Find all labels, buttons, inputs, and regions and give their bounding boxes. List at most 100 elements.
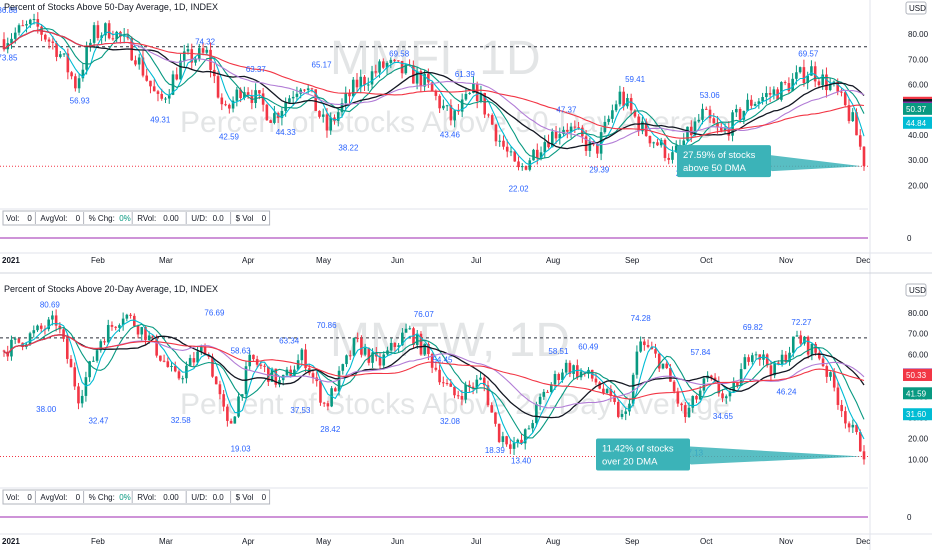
price-axis-tick: 20.00 (908, 181, 929, 190)
candle-body (505, 436, 508, 445)
candle-body (81, 69, 85, 79)
watermark-symbol: MMFI, 1D (330, 32, 541, 85)
extreme-value-label: 57.84 (690, 348, 711, 357)
callout-box (596, 438, 690, 471)
candle-body (562, 129, 565, 135)
candle-body (70, 72, 73, 77)
volume-key: RVol: (137, 214, 156, 223)
candle-body (855, 424, 858, 433)
candle-body (569, 126, 573, 132)
candle-body (129, 314, 132, 316)
candle-body (858, 432, 862, 452)
candle-body (851, 112, 855, 122)
candle-body (295, 93, 299, 97)
candle-body (192, 358, 196, 363)
candle-body (629, 98, 633, 111)
candle-body (557, 374, 561, 381)
candle-body (329, 117, 333, 131)
candle-body (483, 93, 486, 115)
candle-body (211, 356, 214, 377)
candle-body (802, 67, 806, 84)
candle-body (371, 352, 374, 363)
candle-body (810, 66, 813, 76)
candle-body (622, 91, 625, 107)
candle-body (847, 423, 851, 428)
time-axis-tick: Oct (700, 537, 713, 546)
candle-body (133, 315, 136, 326)
candle-body (659, 139, 663, 146)
candle-body (656, 142, 659, 146)
volume-value: 0.00 (163, 493, 179, 502)
extreme-value-label: 74.28 (631, 314, 652, 323)
candle-body (216, 76, 220, 98)
candle-body (716, 123, 719, 128)
candle-body (727, 127, 731, 136)
candle-body (134, 60, 137, 65)
candle-body (274, 368, 278, 385)
candle-body (442, 105, 445, 109)
candle-body (118, 325, 121, 328)
candle-body (205, 49, 209, 53)
candle-body (445, 382, 449, 384)
candle-body (509, 151, 513, 153)
candle-body (404, 328, 408, 333)
extreme-value-label: 37.53 (290, 406, 311, 415)
candle-body (821, 74, 824, 86)
candle-body (363, 347, 367, 355)
candle-body (646, 345, 650, 347)
candle-body (599, 132, 603, 154)
candle-body (237, 396, 240, 417)
candle-body (641, 121, 644, 132)
candle-body (326, 403, 330, 407)
candle-body (2, 350, 6, 352)
candle-body (10, 38, 13, 44)
time-axis-tick: Sep (625, 256, 640, 265)
candle-body (554, 131, 558, 139)
volume-value: 0.00 (163, 214, 179, 223)
candle-body (248, 354, 252, 367)
candle-body (618, 91, 622, 105)
candle-body (80, 395, 84, 404)
candle-body (374, 71, 378, 73)
extreme-value-label: 44.33 (276, 128, 297, 137)
candle-body (566, 129, 569, 132)
candle-body (304, 349, 307, 369)
candle-body (367, 347, 371, 363)
candle-body (228, 104, 231, 109)
extreme-value-label: 76.07 (414, 310, 435, 319)
candle-body (341, 364, 345, 371)
extreme-value-label: 13.40 (511, 456, 532, 465)
candle-body (393, 59, 396, 61)
candle-body (843, 92, 847, 106)
volume-value: 0 (262, 493, 267, 502)
candle-body (743, 357, 747, 370)
time-axis-tick: May (316, 537, 331, 546)
candle-body (482, 377, 486, 386)
candle-body (783, 82, 787, 84)
candle-body (828, 83, 832, 91)
extreme-value-label: 19.03 (231, 445, 252, 454)
candle-body (39, 325, 43, 329)
candle-body (28, 19, 32, 25)
candle-body (278, 380, 281, 385)
candle-body (314, 89, 318, 111)
candle-body (502, 140, 505, 147)
candle-body (285, 369, 289, 375)
candle-body (92, 25, 96, 43)
candle-body (456, 395, 460, 397)
candle-body (680, 403, 683, 406)
candle-body (701, 108, 704, 120)
price-tag-label: 44.84 (906, 119, 927, 128)
candle-body (657, 353, 661, 369)
candle-body (58, 325, 62, 330)
candle-body (605, 389, 609, 394)
candle-body (382, 354, 386, 366)
time-axis-tick: Mar (159, 537, 173, 546)
extreme-value-label: 38.00 (36, 405, 57, 414)
candle-body (434, 91, 438, 96)
candle-body (674, 145, 678, 153)
extreme-value-label: 73.85 (0, 54, 18, 63)
candle-body (382, 61, 385, 68)
candle-body (648, 135, 652, 144)
